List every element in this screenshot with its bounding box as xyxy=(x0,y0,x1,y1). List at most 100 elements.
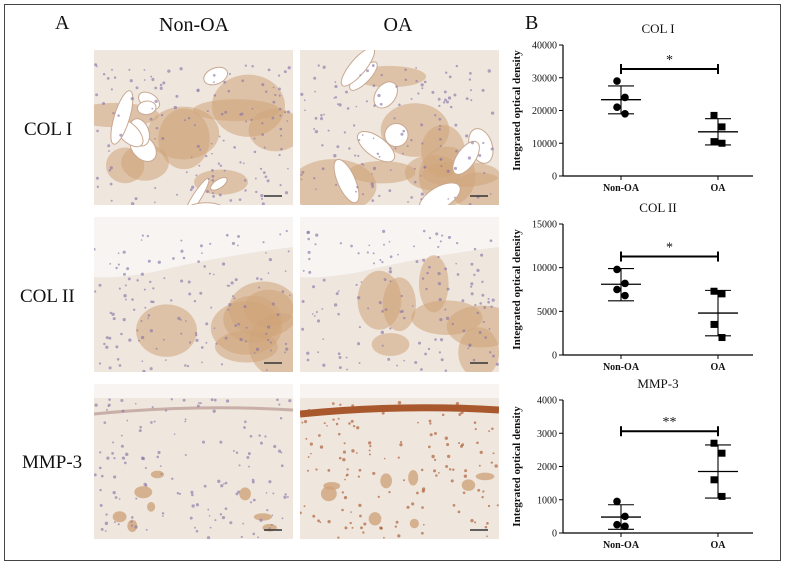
cell-nucleus xyxy=(187,280,191,284)
cell-nucleus xyxy=(378,301,382,305)
cell-nucleus xyxy=(435,232,439,236)
cell-nucleus xyxy=(251,64,254,68)
cell-nucleus xyxy=(300,178,303,181)
cell-nucleus xyxy=(171,477,174,480)
column-header-oa: OA xyxy=(383,14,413,36)
cell-nucleus xyxy=(95,93,99,97)
cell-nucleus xyxy=(113,475,117,479)
cell-nucleus xyxy=(99,503,103,507)
cell-nucleus xyxy=(109,182,113,186)
cell-nucleus xyxy=(348,422,351,425)
cell-nucleus xyxy=(421,277,425,280)
cell-nucleus xyxy=(144,466,147,470)
cell-nucleus xyxy=(414,180,417,184)
cell-nucleus xyxy=(262,171,266,174)
cell-nucleus xyxy=(311,313,314,315)
y-tick-label: 0 xyxy=(552,351,557,362)
cell-nucleus xyxy=(368,244,371,247)
cell-nucleus xyxy=(205,341,208,344)
cell-nucleus xyxy=(213,81,215,84)
cell-nucleus xyxy=(203,484,207,488)
stained-cell xyxy=(150,470,165,479)
panel-b-letter: B xyxy=(525,12,539,34)
cell-nucleus xyxy=(377,93,381,98)
micrograph-mmp3-non-oa xyxy=(94,384,293,539)
cell-nucleus xyxy=(455,241,459,245)
lacuna xyxy=(136,100,157,116)
cell-nucleus xyxy=(180,249,184,253)
cell-nucleus xyxy=(478,153,482,158)
cell-nucleus xyxy=(203,265,206,268)
cell-nucleus xyxy=(410,138,413,142)
cell-nucleus xyxy=(98,283,102,287)
cell-nucleus xyxy=(110,88,113,91)
cell-nucleus xyxy=(264,175,268,179)
cell-nucleus xyxy=(273,444,277,449)
cell-nucleus xyxy=(316,409,318,412)
y-tick-label: 40000 xyxy=(532,41,557,52)
cell-nucleus xyxy=(122,317,126,322)
data-point xyxy=(613,103,621,112)
cell-nucleus xyxy=(99,488,102,492)
cell-nucleus xyxy=(278,403,281,406)
cell-nucleus xyxy=(234,278,238,282)
cell-nucleus xyxy=(149,329,153,333)
x-tick-label: OA xyxy=(711,362,727,373)
cell-nucleus xyxy=(473,247,477,251)
cell-nucleus xyxy=(481,88,485,92)
cell-nucleus xyxy=(136,329,139,332)
y-axis-label: Integrated optical density xyxy=(511,50,523,171)
cell-nucleus xyxy=(146,234,150,238)
cell-nucleus xyxy=(157,450,161,455)
cell-nucleus xyxy=(388,491,391,494)
cell-nucleus xyxy=(248,465,251,468)
cell-nucleus xyxy=(191,504,195,508)
cell-nucleus xyxy=(484,525,488,529)
cell-nucleus xyxy=(111,451,114,455)
cell-nucleus xyxy=(361,134,364,136)
cell-nucleus xyxy=(229,199,233,202)
cell-nucleus xyxy=(244,340,248,343)
cell-nucleus xyxy=(413,167,416,170)
cell-nucleus xyxy=(135,497,138,500)
cell-nucleus xyxy=(253,352,256,354)
cell-nucleus xyxy=(154,186,157,190)
cell-nucleus xyxy=(381,344,384,347)
cell-nucleus xyxy=(314,90,316,93)
cell-nucleus xyxy=(439,137,442,141)
cell-nucleus xyxy=(209,526,212,529)
cell-nucleus xyxy=(98,362,102,365)
cell-nucleus xyxy=(109,311,113,315)
cell-nucleus xyxy=(307,237,310,241)
cell-nucleus xyxy=(220,112,224,116)
cell-nucleus xyxy=(211,152,213,155)
cell-nucleus xyxy=(94,403,98,407)
data-point xyxy=(710,320,718,328)
stained-matrix xyxy=(418,255,449,313)
cell-nucleus xyxy=(179,318,182,321)
cell-nucleus xyxy=(254,177,257,180)
cell-nucleus xyxy=(431,454,435,459)
cell-nucleus xyxy=(155,347,158,350)
cell-nucleus xyxy=(483,306,487,309)
cell-nucleus xyxy=(191,493,194,497)
cell-nucleus xyxy=(470,285,473,288)
cell-nucleus xyxy=(122,250,126,254)
cell-nucleus xyxy=(249,434,253,438)
cell-nucleus xyxy=(135,86,139,90)
cell-nucleus xyxy=(427,445,431,449)
cell-nucleus xyxy=(486,522,489,525)
cell-nucleus xyxy=(447,96,452,100)
cell-nucleus xyxy=(265,332,268,335)
cell-nucleus xyxy=(272,86,275,89)
cell-nucleus xyxy=(369,444,372,448)
cell-nucleus xyxy=(377,495,380,498)
cell-nucleus xyxy=(382,229,386,234)
cell-nucleus xyxy=(371,173,373,175)
cell-nucleus xyxy=(321,167,325,171)
background-space xyxy=(94,384,293,398)
cell-nucleus xyxy=(278,87,281,91)
cell-nucleus xyxy=(267,338,270,342)
cell-nucleus xyxy=(351,526,354,529)
cell-nucleus xyxy=(185,320,187,322)
